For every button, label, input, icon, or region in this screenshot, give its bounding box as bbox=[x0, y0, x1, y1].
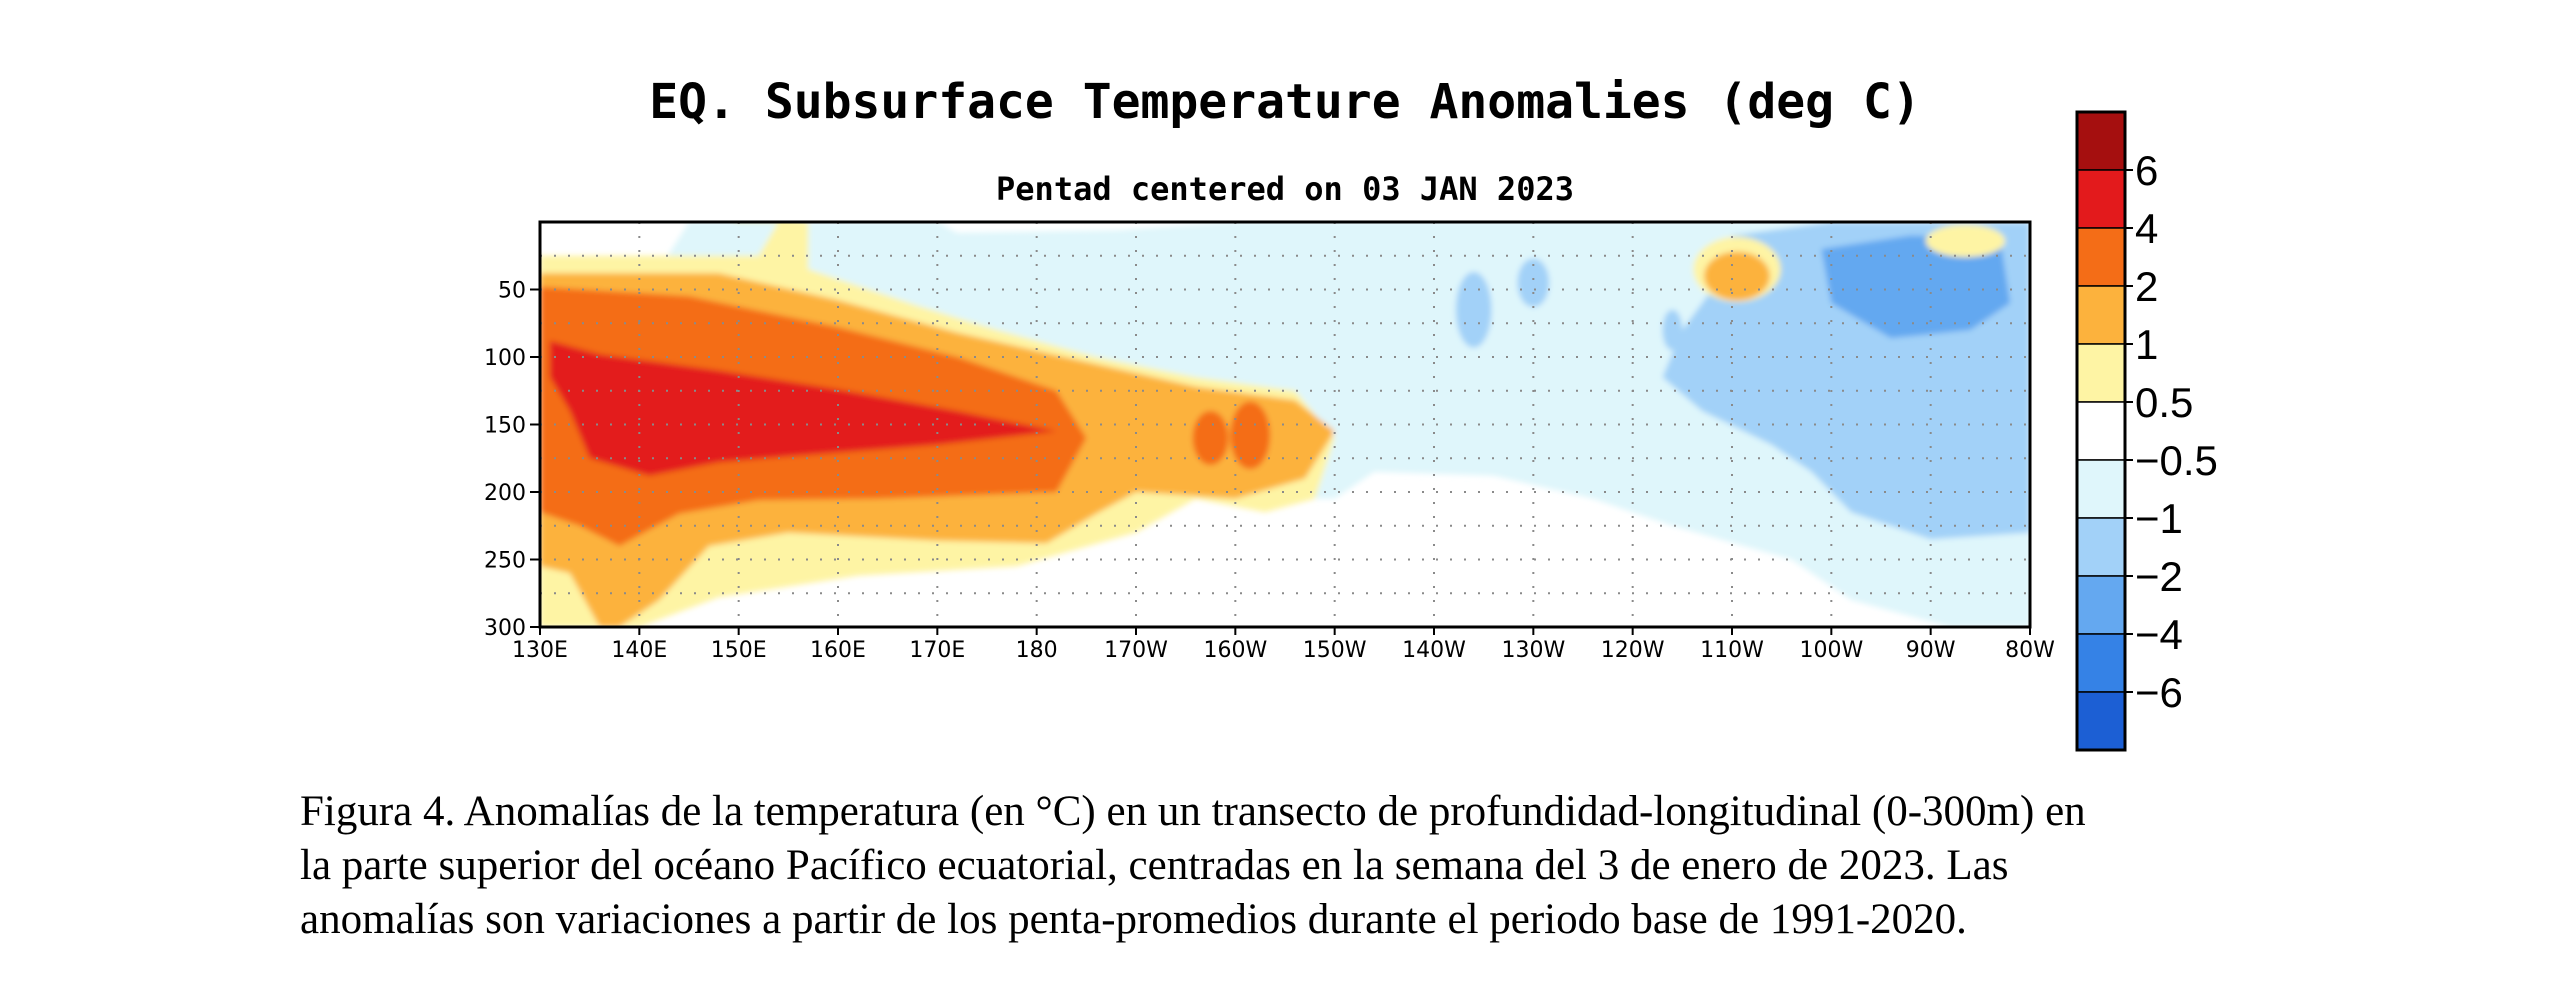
y-tick-label: 150 bbox=[484, 414, 526, 439]
colorbar-label: 1 bbox=[2135, 321, 2158, 368]
colorbar-band bbox=[2076, 691, 2126, 751]
colorbar-label: 0.5 bbox=[2135, 379, 2193, 426]
colorbar-band bbox=[2076, 459, 2126, 519]
colorbar-band bbox=[2076, 285, 2126, 345]
x-tick-label: 150E bbox=[711, 638, 767, 663]
x-axis: 130E 140E 150E 160E 170E 180 170W 160W 150W 140W 1… bbox=[512, 627, 2055, 663]
colorbar-band bbox=[2076, 517, 2126, 577]
colorbar-label: 2 bbox=[2135, 263, 2158, 310]
colorbar-band bbox=[2076, 575, 2126, 635]
colorbar-band bbox=[2076, 111, 2126, 171]
colorbar-label: 4 bbox=[2135, 205, 2158, 252]
colorbar-band bbox=[2076, 227, 2126, 287]
colorbar-label: −2 bbox=[2135, 553, 2183, 600]
colorbar: 6 4 2 1 0.5 −0.5 −1 −2 −4 −6 bbox=[2075, 110, 2218, 752]
cold-patch bbox=[1662, 309, 1683, 351]
x-tick-label: 160E bbox=[810, 638, 866, 663]
x-tick-label: 130W bbox=[1501, 638, 1565, 663]
y-tick-label: 100 bbox=[484, 346, 526, 371]
colorbar-band bbox=[2076, 401, 2126, 461]
x-tick-label: 120W bbox=[1601, 638, 1665, 663]
cold-patch bbox=[1517, 258, 1550, 308]
colorbar-label: −6 bbox=[2135, 669, 2183, 716]
anomaly-field bbox=[540, 222, 2030, 627]
colorbar-label: 6 bbox=[2135, 147, 2158, 194]
colorbar-label: −4 bbox=[2135, 611, 2183, 658]
colorbar-band bbox=[2076, 169, 2126, 229]
x-tick-label: 110W bbox=[1700, 638, 1764, 663]
caption-line-1: Figura 4. Anomalías de la temperatura (e… bbox=[300, 788, 2086, 835]
chart-subtitle: Pentad centered on 03 JAN 2023 bbox=[996, 170, 1574, 208]
x-tick-label: 150W bbox=[1303, 638, 1367, 663]
colorbar-label: −1 bbox=[2135, 495, 2183, 542]
chart-title: EQ. Subsurface Temperature Anomalies (de… bbox=[649, 74, 1921, 130]
x-tick-label: 130E bbox=[512, 638, 568, 663]
y-tick-label: 200 bbox=[484, 481, 526, 506]
y-tick-label: 50 bbox=[498, 279, 526, 304]
x-tick-label: 90W bbox=[1906, 638, 1956, 663]
colorbar-band bbox=[2076, 633, 2126, 693]
grid-lines bbox=[540, 222, 2030, 627]
x-tick-label: 140W bbox=[1402, 638, 1466, 663]
cold-region bbox=[1821, 235, 2011, 339]
x-tick-label: 170W bbox=[1104, 638, 1168, 663]
x-tick-label: 80W bbox=[2005, 638, 2055, 663]
warm-patch bbox=[1230, 401, 1271, 470]
y-axis: 50 100 150 200 250 300 bbox=[484, 279, 540, 641]
plot-area: 130E 140E 150E 160E 170E 180 170W 160W 150W 140W 1… bbox=[484, 220, 2055, 663]
y-tick-label: 250 bbox=[484, 549, 526, 574]
colorbar-frame bbox=[2075, 110, 2127, 752]
caption-line-2: la parte superior del océano Pacífico ec… bbox=[300, 842, 2009, 889]
warm-core bbox=[549, 340, 1057, 476]
x-tick-label: 160W bbox=[1203, 638, 1267, 663]
x-tick-label: 140E bbox=[611, 638, 667, 663]
x-tick-label: 170E bbox=[909, 638, 965, 663]
x-tick-label: 180 bbox=[1016, 638, 1058, 663]
cold-patch bbox=[1455, 272, 1492, 348]
x-tick-label: 100W bbox=[1799, 638, 1863, 663]
colorbar-label: −0.5 bbox=[2135, 437, 2218, 484]
colorbar-band bbox=[2076, 343, 2126, 403]
warm-patch bbox=[1925, 224, 2006, 258]
figure-caption: Figura 4. Anomalías de la temperatura (e… bbox=[300, 785, 2400, 947]
y-tick-label: 300 bbox=[484, 616, 526, 641]
warm-patch bbox=[1704, 251, 1770, 301]
caption-line-3: anomalías son variaciones a partir de lo… bbox=[300, 896, 1967, 943]
warm-patch bbox=[1192, 411, 1229, 465]
